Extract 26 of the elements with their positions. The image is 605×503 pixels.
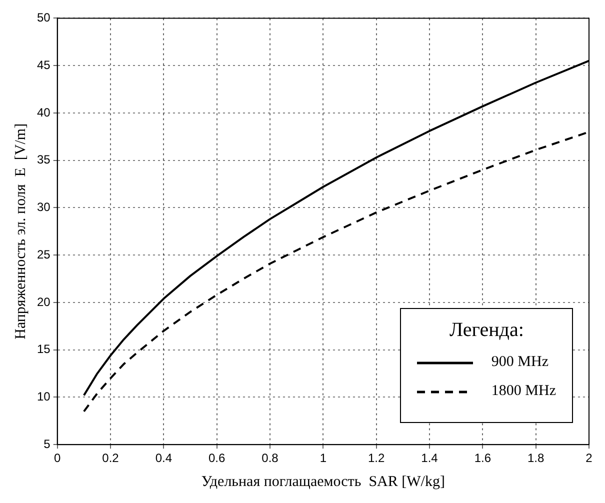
y-tick-label: 20 bbox=[36, 294, 51, 309]
y-tick-label: 35 bbox=[36, 152, 51, 167]
y-tick-label: 25 bbox=[36, 247, 51, 262]
x-tick-label: 1.4 bbox=[421, 451, 438, 466]
y-tick-label: 30 bbox=[36, 200, 51, 214]
y-tick-label: 10 bbox=[36, 390, 51, 404]
legend-label: 900 MHz bbox=[491, 354, 548, 371]
legend-label: 1800 MHz bbox=[491, 383, 556, 400]
y-axis-title: Напряженность эл. поля E [V/m] bbox=[12, 123, 29, 340]
legend-title: Легенда: bbox=[448, 319, 525, 342]
x-axis-title: Удельная поглащаемость SAR [W/kg] bbox=[201, 474, 445, 490]
y-tick-label: 45 bbox=[36, 58, 51, 72]
y-tick-label: 40 bbox=[36, 105, 51, 120]
y-tick-label: 50 bbox=[36, 10, 51, 25]
x-tick-label: 0.6 bbox=[208, 451, 226, 466]
x-tick-label: 0.8 bbox=[262, 451, 279, 466]
y-tick-label: 5 bbox=[44, 436, 51, 451]
x-tick-label: 1 bbox=[320, 451, 327, 466]
x-tick-label: 1.8 bbox=[527, 451, 544, 466]
x-tick-label: 0.2 bbox=[102, 451, 120, 466]
x-tick-label: 1.6 bbox=[474, 451, 492, 466]
y-tick-label: 15 bbox=[36, 342, 51, 356]
x-tick-label: 1.2 bbox=[368, 451, 386, 466]
x-tick-label: 0.4 bbox=[155, 451, 172, 466]
x-tick-label: 2 bbox=[586, 451, 593, 466]
x-tick-label: 0 bbox=[54, 451, 62, 466]
